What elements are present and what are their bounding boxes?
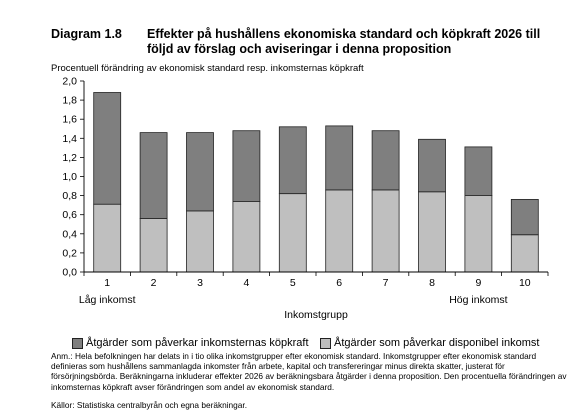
bar-segment-2-2 <box>139 132 168 219</box>
x-tick-label: 4 <box>243 277 249 289</box>
y-tick-label: 0,8 <box>62 190 77 202</box>
legend-swatch <box>320 338 331 349</box>
y-tick-label: 2,0 <box>62 76 77 88</box>
x-tick-label: 6 <box>336 277 342 289</box>
bar-segment-2-7 <box>371 130 400 191</box>
axes-group: 1 2 3 4 5 6 7 8 9 10 Låg inkomst Hög inkomst Inkomst… <box>62 76 549 321</box>
x-axis-title: Inkomstgrupp <box>284 309 348 321</box>
y-tick-label: 0,0 <box>62 267 77 279</box>
legend-label: Åtgärder som påverkar disponibel inkomst <box>334 337 540 349</box>
diagram-number: Diagram 1.8 <box>51 27 122 41</box>
bar-segment-2-6 <box>325 125 354 191</box>
legend-swatch <box>72 338 83 349</box>
bar-segment-2-10 <box>510 198 539 236</box>
bar-chart: 1 2 3 4 5 6 7 8 9 10 Låg inkomst Hög inkomst Inkomst… <box>62 76 549 321</box>
x-tick-label: 5 <box>290 277 296 289</box>
bar-segment-2-8 <box>418 138 446 193</box>
y-tick-label: 1,6 <box>62 114 77 126</box>
legend-label: Åtgärder som påverkar inkomsternas köpkr… <box>86 337 309 349</box>
bar-segment-1-6 <box>325 189 354 273</box>
bar-segment-1-3 <box>186 210 214 273</box>
y-axis-label: Procentuell förändring av ekonomisk stan… <box>51 63 364 74</box>
bar-segment-2-3 <box>186 132 214 212</box>
bar-segment-1-10 <box>510 234 539 273</box>
bar-segment-2-5 <box>278 126 307 195</box>
category-annotation: Låg inkomst <box>79 294 136 306</box>
bar-segment-2-4 <box>232 130 261 202</box>
bar-segment-1-9 <box>464 195 493 273</box>
y-tick-label: 1,2 <box>62 152 77 164</box>
bars-group <box>93 92 539 273</box>
y-tick-label: 0,2 <box>62 247 77 259</box>
footnote: Anm.: Hela befolkningen har delats in i … <box>51 351 567 392</box>
y-tick-label: 1,8 <box>62 95 77 107</box>
bar-segment-1-4 <box>232 200 261 273</box>
bar-segment-1-1 <box>93 203 122 273</box>
bar-segment-1-5 <box>278 193 307 273</box>
x-tick-label: 3 <box>197 277 203 289</box>
diagram-title: Effekter på hushållens ekonomiska standa… <box>147 27 541 56</box>
bar-segment-2-9 <box>464 146 493 196</box>
x-tick-label: 2 <box>151 277 157 289</box>
x-tick-label: 10 <box>519 277 531 289</box>
x-tick-label: 9 <box>475 277 481 289</box>
bar-segment-1-7 <box>371 189 400 273</box>
category-annotation: Hög inkomst <box>449 294 507 306</box>
bar-segment-2-1 <box>93 92 122 205</box>
y-tick-label: 0,6 <box>62 209 77 221</box>
y-tick-label: 1,0 <box>62 171 77 183</box>
x-tick-label: 7 <box>383 277 389 289</box>
y-tick-label: 1,4 <box>62 133 77 145</box>
x-tick-label: 8 <box>429 277 435 289</box>
x-tick-label: 1 <box>104 277 110 289</box>
y-tick-label: 0,4 <box>62 228 77 240</box>
source-note: Källor: Statistiska centralbyrån och egn… <box>51 400 248 410</box>
bar-segment-1-8 <box>418 191 446 273</box>
bar-segment-1-2 <box>139 218 168 273</box>
